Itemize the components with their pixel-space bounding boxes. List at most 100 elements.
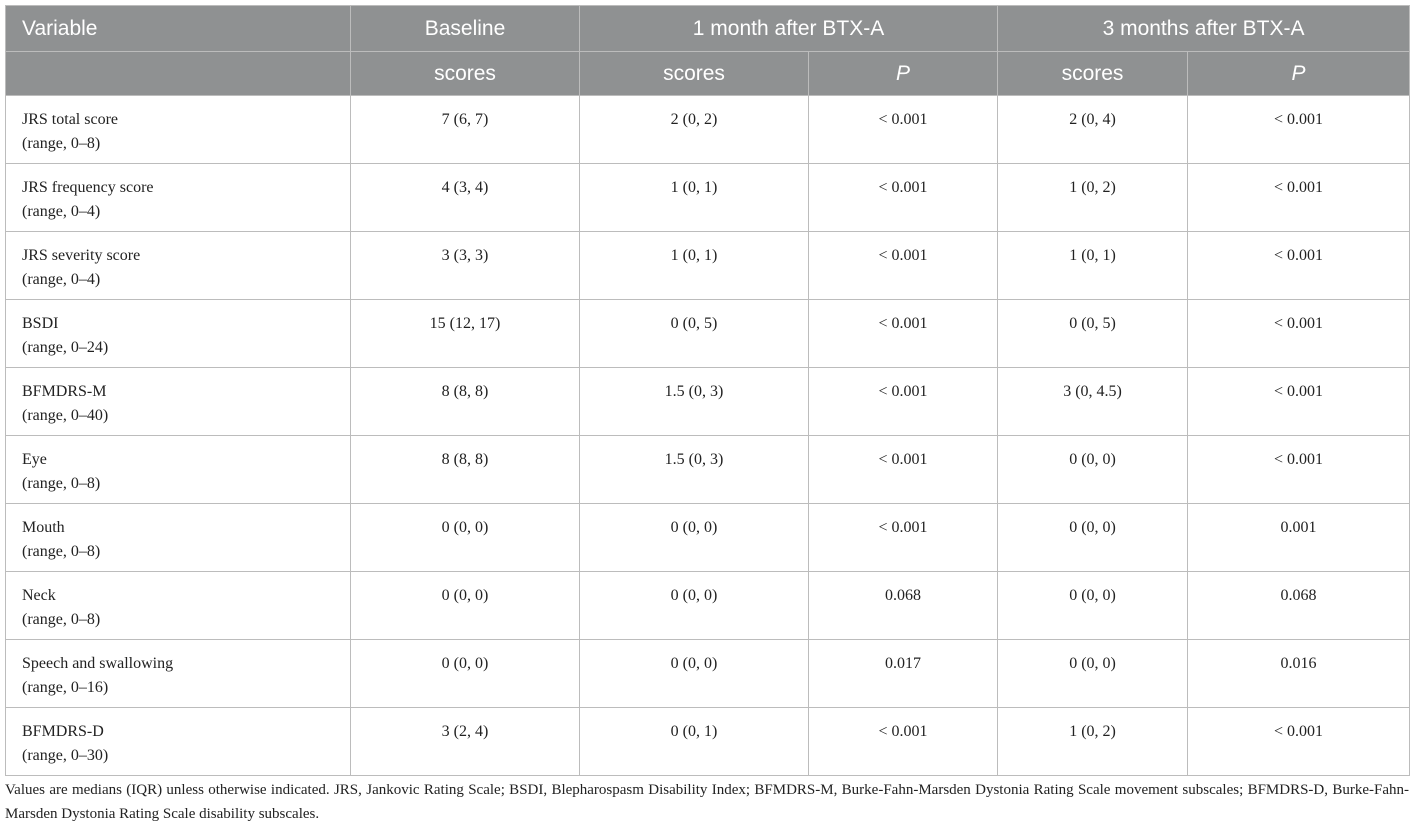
month1-p-cell: < 0.001 xyxy=(807,367,999,436)
month3-score-cell: 0 (0, 0) xyxy=(997,435,1189,504)
variable-cell: Speech and swallowing (range, 0–16) xyxy=(5,639,351,708)
month3-p-cell: < 0.001 xyxy=(1187,231,1411,300)
month1-p-cell: < 0.001 xyxy=(807,163,999,232)
month3-score-cell: 1 (0, 2) xyxy=(997,163,1189,232)
month3-score-cell: 1 (0, 2) xyxy=(997,707,1189,776)
header-1-month-p: P xyxy=(807,51,999,96)
baseline-score-cell: 3 (3, 3) xyxy=(350,231,580,300)
month3-score-cell: 2 (0, 4) xyxy=(997,95,1189,164)
month3-p-cell: < 0.001 xyxy=(1187,299,1411,368)
variable-name: Eye xyxy=(22,451,47,468)
variable-name: JRS total score xyxy=(22,111,118,128)
header-3-months-scores: scores xyxy=(997,51,1189,96)
variable-cell: JRS frequency score (range, 0–4) xyxy=(5,163,351,232)
baseline-score-cell: 0 (0, 0) xyxy=(350,639,580,708)
header-baseline-scores: scores xyxy=(350,51,580,96)
month1-p-cell: 0.068 xyxy=(807,571,999,640)
variable-name: JRS severity score xyxy=(22,247,141,264)
baseline-score-cell: 0 (0, 0) xyxy=(350,503,580,572)
month1-score-cell: 1 (0, 1) xyxy=(579,231,809,300)
month1-score-cell: 0 (0, 0) xyxy=(579,639,809,708)
results-table: Variable Baseline 1 month after BTX-A 3 … xyxy=(5,5,1411,776)
month3-score-cell: 0 (0, 5) xyxy=(997,299,1189,368)
month3-score-cell: 1 (0, 1) xyxy=(997,231,1189,300)
month1-score-cell: 0 (0, 0) xyxy=(579,503,809,572)
variable-name: BFMDRS-M xyxy=(22,383,107,400)
table-row: Neck (range, 0–8) 0 (0, 0) 0 (0, 0) 0.068 0 (… xyxy=(5,571,1411,640)
table-row: Eye (range, 0–8) 8 (8, 8) 1.5 (0, 3) < 0.001… xyxy=(5,435,1411,504)
month3-p-cell: < 0.001 xyxy=(1187,95,1411,164)
month1-score-cell: 1.5 (0, 3) xyxy=(579,367,809,436)
month1-score-cell: 0 (0, 5) xyxy=(579,299,809,368)
month1-p-cell: < 0.001 xyxy=(807,503,999,572)
table-row: JRS total score (range, 0–8) 7 (6, 7) 2 (0,… xyxy=(5,95,1411,164)
variable-cell: JRS severity score (range, 0–4) xyxy=(5,231,351,300)
month1-p-cell: < 0.001 xyxy=(807,435,999,504)
baseline-score-cell: 15 (12, 17) xyxy=(350,299,580,368)
variable-name: Speech and swallowing xyxy=(22,655,174,672)
month3-p-cell: < 0.001 xyxy=(1187,367,1411,436)
variable-range: (range, 0–4) xyxy=(22,271,101,288)
variable-cell: Mouth (range, 0–8) xyxy=(5,503,351,572)
month1-p-cell: < 0.001 xyxy=(807,299,999,368)
table-row: BFMDRS-D (range, 0–30) 3 (2, 4) 0 (0, 1) < 0… xyxy=(5,707,1411,776)
variable-range: (range, 0–8) xyxy=(22,475,101,492)
variable-range: (range, 0–16) xyxy=(22,679,109,696)
month1-p-cell: < 0.001 xyxy=(807,95,999,164)
month1-p-cell: < 0.001 xyxy=(807,231,999,300)
baseline-score-cell: 8 (8, 8) xyxy=(350,435,580,504)
baseline-score-cell: 8 (8, 8) xyxy=(350,367,580,436)
month3-score-cell: 0 (0, 0) xyxy=(997,639,1189,708)
month3-score-cell: 3 (0, 4.5) xyxy=(997,367,1189,436)
variable-cell: BSDI (range, 0–24) xyxy=(5,299,351,368)
variable-name: BSDI xyxy=(22,315,59,332)
header-row-2: scores scores P scores P xyxy=(5,51,1411,96)
month1-score-cell: 0 (0, 0) xyxy=(579,571,809,640)
variable-name: JRS frequency score xyxy=(22,179,154,196)
variable-cell: Neck (range, 0–8) xyxy=(5,571,351,640)
variable-range: (range, 0–40) xyxy=(22,407,109,424)
variable-name: Mouth xyxy=(22,519,65,536)
variable-cell: JRS total score (range, 0–8) xyxy=(5,95,351,164)
variable-range: (range, 0–30) xyxy=(22,747,109,764)
baseline-score-cell: 7 (6, 7) xyxy=(350,95,580,164)
month3-p-cell: 0.001 xyxy=(1187,503,1411,572)
header-variable: Variable xyxy=(5,5,351,52)
header-empty xyxy=(5,51,351,96)
table-row: BSDI (range, 0–24) 15 (12, 17) 0 (0, 5) < 0.… xyxy=(5,299,1411,368)
month3-score-cell: 0 (0, 0) xyxy=(997,503,1189,572)
variable-range: (range, 0–8) xyxy=(22,543,101,560)
variable-cell: BFMDRS-D (range, 0–30) xyxy=(5,707,351,776)
table-row: Speech and swallowing (range, 0–16) 0 (0, … xyxy=(5,639,1411,708)
month1-score-cell: 2 (0, 2) xyxy=(579,95,809,164)
variable-range: (range, 0–24) xyxy=(22,339,109,356)
variable-range: (range, 0–8) xyxy=(22,611,101,628)
month1-p-cell: < 0.001 xyxy=(807,707,999,776)
header-1-month: 1 month after BTX-A xyxy=(578,5,999,52)
table-row: JRS severity score (range, 0–4) 3 (3, 3) 1 … xyxy=(5,231,1411,300)
month3-p-cell: < 0.001 xyxy=(1187,163,1411,232)
header-1-month-scores: scores xyxy=(579,51,809,96)
header-baseline: Baseline xyxy=(350,5,580,52)
variable-range: (range, 0–4) xyxy=(22,203,101,220)
baseline-score-cell: 4 (3, 4) xyxy=(350,163,580,232)
month1-score-cell: 0 (0, 1) xyxy=(579,707,809,776)
table-row: JRS frequency score (range, 0–4) 4 (3, 4) 1… xyxy=(5,163,1411,232)
table-body: JRS total score (range, 0–8) 7 (6, 7) 2 (0,… xyxy=(5,95,1411,776)
table-footnote: Values are medians (IQR) unless otherwis… xyxy=(5,782,1409,822)
table-header: Variable Baseline 1 month after BTX-A 3 … xyxy=(5,5,1411,96)
table-row: Mouth (range, 0–8) 0 (0, 0) 0 (0, 0) < 0.001… xyxy=(5,503,1411,572)
baseline-score-cell: 0 (0, 0) xyxy=(350,571,580,640)
month3-p-cell: 0.016 xyxy=(1187,639,1411,708)
month1-score-cell: 1.5 (0, 3) xyxy=(579,435,809,504)
month3-score-cell: 0 (0, 0) xyxy=(997,571,1189,640)
variable-name: BFMDRS-D xyxy=(22,723,104,740)
variable-name: Neck xyxy=(22,587,56,604)
variable-range: (range, 0–8) xyxy=(22,135,101,152)
variable-cell: BFMDRS-M (range, 0–40) xyxy=(5,367,351,436)
table-row: BFMDRS-M (range, 0–40) 8 (8, 8) 1.5 (0, 3) <… xyxy=(5,367,1411,436)
header-3-months-p: P xyxy=(1187,51,1411,96)
month3-p-cell: 0.068 xyxy=(1187,571,1411,640)
month3-p-cell: < 0.001 xyxy=(1187,707,1411,776)
header-3-months: 3 months after BTX-A xyxy=(997,5,1411,52)
